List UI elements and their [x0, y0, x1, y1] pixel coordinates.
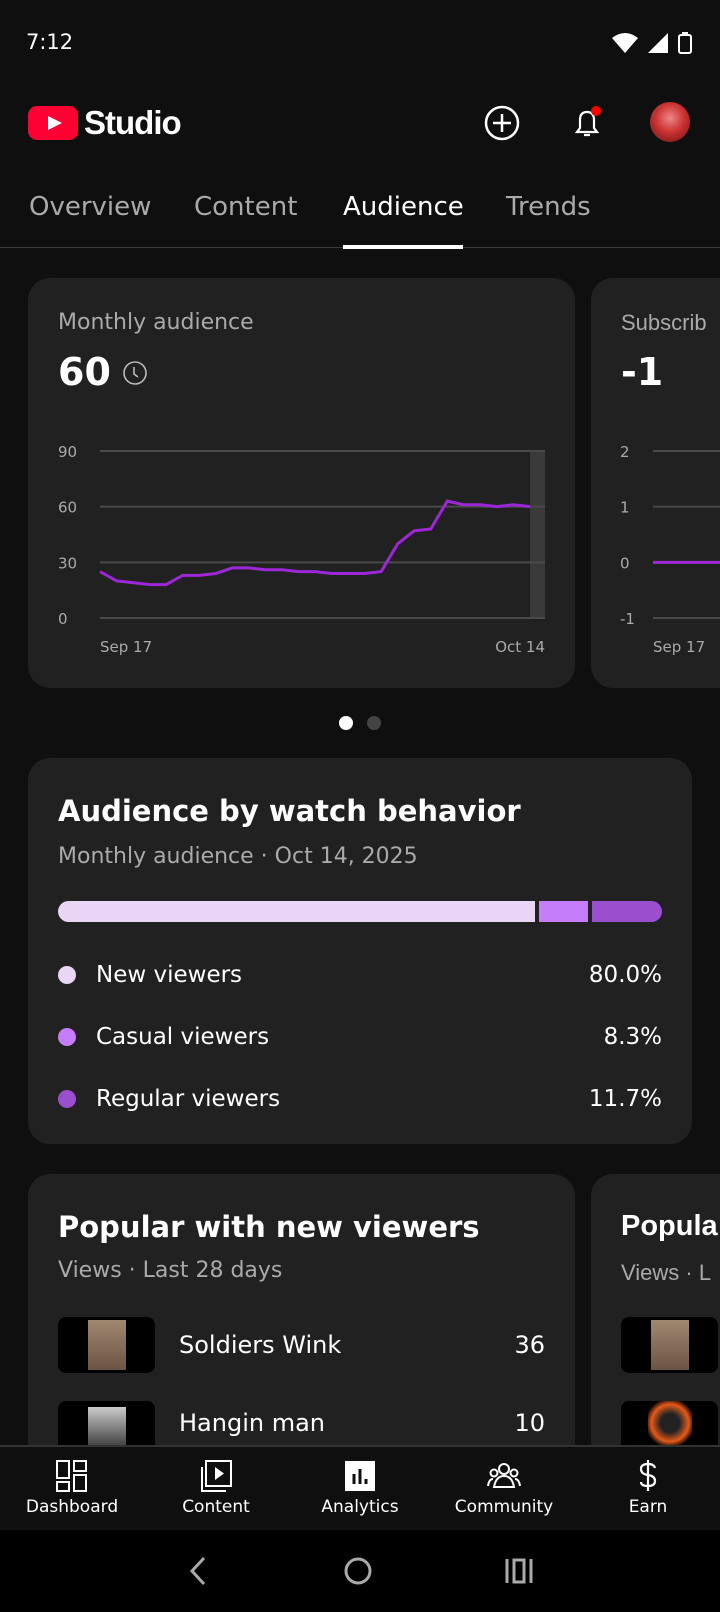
legend-new-viewers: New viewers 80.0%	[58, 962, 662, 988]
youtube-studio-logo[interactable]: Studio	[28, 104, 182, 142]
active-tab-indicator	[343, 245, 463, 249]
card-subtitle: Views · Last 28 days	[58, 1258, 283, 1283]
video-thumbnail[interactable]	[621, 1317, 718, 1373]
x-tick-label: Sep 17	[653, 638, 705, 656]
tab-trends[interactable]: Trends	[506, 192, 591, 222]
popular-next-card: Popula Views · L	[591, 1174, 720, 1445]
video-thumbnail[interactable]	[621, 1401, 718, 1445]
card-title: Popular with new viewers	[58, 1210, 480, 1244]
nav-earn[interactable]: Earn	[576, 1447, 720, 1530]
clock-icon[interactable]	[122, 360, 148, 386]
home-icon[interactable]	[341, 1554, 375, 1588]
y-tick-label: -1	[620, 610, 635, 628]
bar-segment	[592, 901, 662, 922]
legend-dot	[58, 966, 76, 984]
legend-casual-viewers: Casual viewers 8.3%	[58, 1024, 662, 1050]
avatar[interactable]	[650, 102, 690, 142]
community-icon	[487, 1463, 521, 1488]
selected-day-highlight	[530, 451, 545, 618]
video-item[interactable]: Soldiers Wink 36	[58, 1317, 545, 1373]
recents-icon[interactable]	[502, 1554, 536, 1588]
tab-content[interactable]: Content	[194, 192, 298, 222]
carousel-dot[interactable]	[367, 716, 381, 730]
content-icon	[201, 1460, 232, 1492]
notifications-bell-icon[interactable]	[568, 104, 606, 142]
card-title: Subscrib	[621, 310, 707, 335]
nav-analytics[interactable]: Analytics	[288, 1447, 432, 1530]
card-subtitle: Monthly audience · Oct 14, 2025	[58, 844, 418, 869]
wifi-icon	[612, 33, 638, 53]
tab-audience[interactable]: Audience	[343, 192, 464, 222]
legend-dot	[58, 1090, 76, 1108]
youtube-logo-icon	[28, 106, 78, 140]
y-tick-label: 90	[58, 443, 77, 461]
tab-overview[interactable]: Overview	[29, 192, 152, 222]
video-thumbnail	[58, 1401, 155, 1445]
y-tick-label: 30	[58, 554, 77, 572]
signal-icon	[648, 33, 668, 53]
x-tick-label: Oct 14	[495, 638, 545, 656]
analytics-icon	[345, 1461, 375, 1491]
carousel-dot-active[interactable]	[339, 716, 353, 730]
create-button[interactable]	[483, 104, 521, 142]
video-item[interactable]: Hangin man 10	[58, 1401, 545, 1445]
card-title: Audience by watch behavior	[58, 794, 521, 828]
legend-regular-viewers: Regular viewers 11.7%	[58, 1086, 662, 1112]
nav-dashboard[interactable]: Dashboard	[0, 1447, 144, 1530]
nav-content[interactable]: Content	[144, 1447, 288, 1530]
y-tick-label: 0	[620, 554, 630, 572]
y-tick-label: 2	[620, 443, 630, 461]
monthly-audience-card[interactable]: Monthly audience 60	[28, 278, 575, 688]
dashboard-icon	[56, 1460, 87, 1492]
battery-icon	[678, 32, 692, 54]
bottom-nav: Dashboard Content Analytics Community Ea…	[0, 1445, 720, 1530]
card-title: Popula	[621, 1210, 718, 1242]
card-subtitle: Views · L	[621, 1260, 712, 1285]
chart-group: 90 60 30 0 Sep 17 Oct 14	[58, 443, 545, 656]
bar-segment	[538, 901, 589, 922]
monthly-audience-chart: 90 60 30 0 Sep 17 Oct 14	[58, 443, 545, 656]
x-tick-label: Sep 17	[100, 638, 152, 656]
y-tick-label: 60	[58, 499, 77, 517]
chart-group: 2 1 0 -1 Sep 17	[620, 443, 720, 656]
nav-community[interactable]: Community	[432, 1447, 576, 1530]
status-icons	[612, 32, 692, 54]
y-tick-label: 0	[58, 610, 68, 628]
bar-segment	[58, 901, 535, 922]
system-nav-bar	[0, 1530, 720, 1612]
dollar-icon	[639, 1460, 657, 1491]
y-tick-label: 1	[620, 499, 630, 517]
back-icon[interactable]	[184, 1554, 214, 1588]
popular-new-viewers-card: Popular with new viewers Views · Last 28…	[28, 1174, 575, 1445]
watch-behavior-bar	[58, 901, 662, 922]
subscribers-card[interactable]: Subscrib -1	[591, 278, 720, 688]
video-thumbnail	[58, 1317, 155, 1373]
card-value: 60	[58, 350, 111, 394]
subscribers-chart: 2 1 0 -1 Sep 17	[620, 443, 720, 656]
status-time: 7:12	[26, 30, 74, 54]
card-title: Monthly audience	[58, 310, 254, 335]
legend-dot	[58, 1028, 76, 1046]
card-value: -1	[621, 350, 664, 394]
tab-bar: Overview Content Audience Trends	[0, 188, 720, 249]
watch-behavior-card: Audience by watch behavior Monthly audie…	[28, 758, 692, 1144]
